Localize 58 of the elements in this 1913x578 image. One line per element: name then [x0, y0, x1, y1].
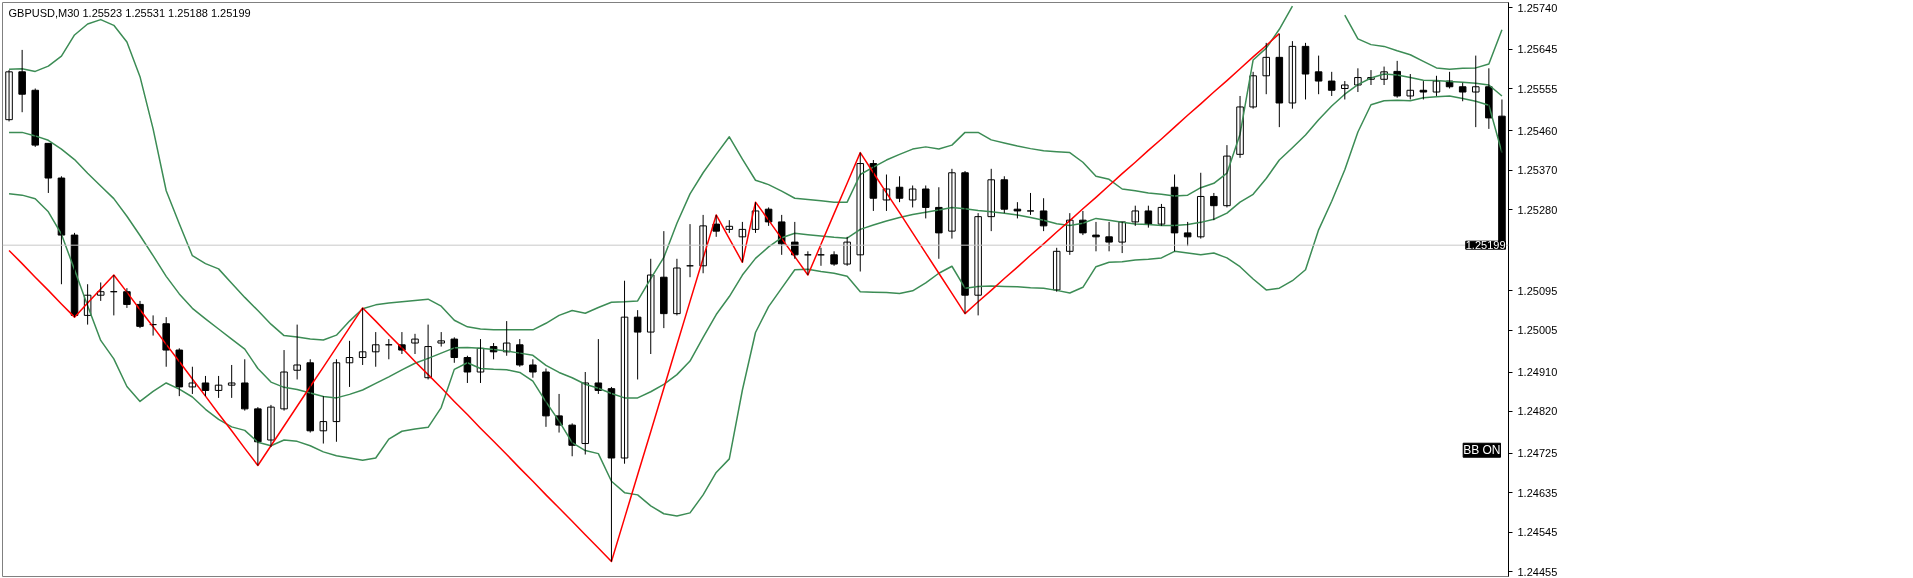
y-tick-label: 1.25645: [1517, 43, 1558, 56]
candlestick: [646, 258, 655, 355]
y-tick-label: 1.25740: [1517, 1, 1558, 14]
candlestick: [293, 324, 301, 380]
candlestick: [1052, 247, 1061, 293]
y-tick-label: 1.24635: [1517, 486, 1558, 499]
y-tick-label: 1.25460: [1517, 124, 1558, 137]
candlestick: [241, 358, 249, 412]
y-tick-label: 1.25005: [1517, 324, 1558, 337]
candlestick: [935, 186, 943, 260]
y-tick-label: 1.24455: [1517, 565, 1558, 578]
y-tick-label: 1.25095: [1517, 284, 1558, 297]
candlestick: [1458, 82, 1467, 102]
y-tick-label: 1.25370: [1517, 164, 1558, 177]
candlestick: [1419, 80, 1428, 100]
y-tick-label: 1.24725: [1517, 447, 1558, 460]
candlestick: [921, 185, 930, 219]
candlestick: [1288, 40, 1297, 110]
candlestick: [1118, 221, 1126, 254]
y-tick-label: 1.25280: [1517, 203, 1558, 216]
line-series: [8, 95, 1503, 517]
y-tick-label: 1.24820: [1517, 405, 1558, 418]
candlestick: [1000, 175, 1009, 214]
annotation: BB ON: [1463, 443, 1501, 458]
candlestick: [1341, 80, 1349, 100]
candlestick: [633, 309, 642, 380]
candlestick: [31, 88, 40, 148]
candlestick: [908, 185, 917, 208]
candlestick: [1131, 205, 1140, 227]
line-series: [8, 73, 1503, 399]
candlestick: [1327, 71, 1336, 97]
candlestick: [1275, 33, 1284, 128]
chart-title: GBPUSD,M30 1.25523 1.25531 1.25188 1.25199: [8, 6, 251, 19]
candlestick: [725, 219, 734, 234]
candlestick: [1013, 201, 1022, 219]
candlestick: [1026, 192, 1035, 216]
y-tick-label: 1.24545: [1517, 526, 1558, 539]
line-series: [8, 32, 1281, 563]
candlestick: [319, 395, 328, 445]
ref-line-label: 1.25199: [1465, 239, 1506, 252]
candlestick: [358, 307, 367, 366]
y-tick-label: 1.24910: [1517, 366, 1558, 378]
candlestick: [1406, 73, 1415, 100]
candlestick: [1262, 42, 1270, 95]
candlestick: [581, 371, 590, 455]
candlestick: [437, 331, 445, 348]
candlestick: [843, 236, 851, 267]
candlestick: [44, 142, 53, 194]
y-tick-label: 1.25555: [1517, 82, 1558, 95]
candlestick: [1183, 221, 1192, 247]
candlestick: [371, 331, 380, 368]
candlestick: [1471, 55, 1480, 128]
candlestick: [227, 364, 236, 399]
candlestick: [1314, 55, 1323, 95]
candlestick: [660, 230, 668, 329]
candlestick: [1144, 205, 1153, 229]
candlestick: [1210, 192, 1218, 221]
candlestick: [188, 366, 197, 395]
